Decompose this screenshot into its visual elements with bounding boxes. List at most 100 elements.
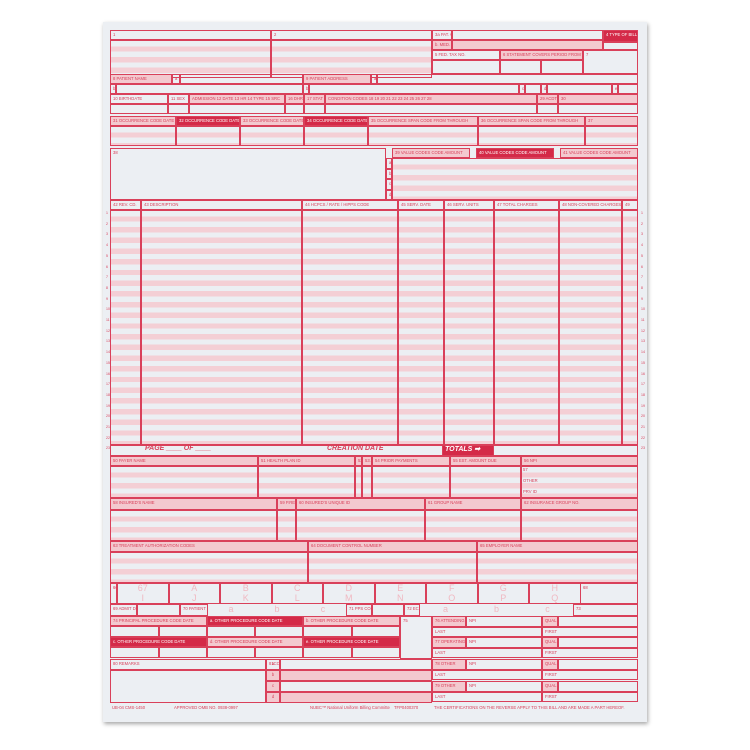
- input-f11[interactable]: [168, 104, 189, 114]
- service-col-f49[interactable]: [622, 210, 638, 445]
- input-f16[interactable]: [285, 104, 304, 114]
- input-f62[interactable]: [521, 510, 638, 541]
- input-f64[interactable]: [308, 552, 477, 583]
- line-number: 20: [641, 414, 645, 419]
- input-f32[interactable]: [176, 126, 240, 146]
- qual-input[interactable]: [558, 616, 638, 627]
- service-col-f44[interactable]: [302, 210, 398, 445]
- procedure-date-input[interactable]: [255, 647, 303, 658]
- field-f74a: a. OTHER PROCEDURE CODE DATE: [207, 616, 303, 626]
- dx-input[interactable]: [374, 583, 426, 604]
- service-col-f43[interactable]: [141, 210, 302, 445]
- procedure-code-input[interactable]: [303, 626, 352, 637]
- code-input[interactable]: [280, 659, 432, 670]
- qual-input[interactable]: [558, 659, 638, 670]
- address-input[interactable]: [377, 74, 638, 84]
- input-f35[interactable]: [368, 126, 478, 146]
- medical-record-input[interactable]: [452, 40, 603, 50]
- procedure-code-input[interactable]: [110, 626, 159, 637]
- field-f34: 34 OCCURRENCE CODE DATE: [304, 116, 368, 126]
- input-f56[interactable]: [521, 466, 638, 498]
- dx-input[interactable]: [477, 583, 529, 604]
- through-input[interactable]: [541, 60, 583, 74]
- input-f33[interactable]: [240, 126, 304, 146]
- code-input[interactable]: [280, 670, 432, 681]
- procedure-date-input[interactable]: [351, 647, 400, 658]
- field-5-label: 5 FED. TAX NO.: [432, 50, 500, 60]
- input-f29[interactable]: [537, 104, 558, 114]
- field-f74d: d. OTHER PROCEDURE CODE DATE: [207, 637, 303, 647]
- code-input[interactable]: [280, 692, 432, 703]
- input-f61[interactable]: [425, 510, 521, 541]
- service-col-f45[interactable]: [398, 210, 444, 445]
- procedure-code-input[interactable]: [207, 626, 255, 637]
- input-f18[interactable]: [325, 104, 537, 114]
- field-4-type-of-bill: 4 TYPE OF BILL: [603, 30, 638, 42]
- state-input[interactable]: [525, 84, 541, 94]
- qual-input[interactable]: [558, 637, 638, 648]
- service-col-f48[interactable]: [559, 210, 622, 445]
- field-f64: 64 DOCUMENT CONTROL NUMBER: [308, 541, 477, 552]
- patient-name-b-input[interactable]: [116, 84, 303, 94]
- line-number: 22: [106, 435, 110, 440]
- provider-input[interactable]: [110, 40, 271, 78]
- procedure-code-input[interactable]: [303, 647, 352, 658]
- pay-to-input[interactable]: [271, 40, 432, 78]
- fed-tax-input[interactable]: [432, 60, 500, 74]
- dx-input[interactable]: [426, 583, 478, 604]
- qual-input[interactable]: [558, 681, 638, 692]
- procedure-code-input[interactable]: [110, 647, 159, 658]
- qual-label: QUAL: [542, 637, 558, 648]
- input-f34[interactable]: [304, 126, 368, 146]
- procedure-date-input[interactable]: [158, 647, 207, 658]
- input-f59[interactable]: [277, 510, 296, 541]
- input-f54[interactable]: [372, 466, 450, 498]
- value-codes-input[interactable]: [392, 158, 638, 200]
- pps-input[interactable]: [372, 604, 404, 616]
- line-number: 4: [641, 243, 643, 248]
- input-f51[interactable]: [258, 466, 355, 498]
- from-input[interactable]: [500, 60, 541, 74]
- input-f60[interactable]: [296, 510, 425, 541]
- dx-input[interactable]: [117, 583, 169, 604]
- input-f50[interactable]: [110, 466, 258, 498]
- dx-input[interactable]: [220, 583, 272, 604]
- address-b-input[interactable]: [309, 84, 519, 94]
- patient-control-input[interactable]: [452, 30, 603, 40]
- input-f53[interactable]: [362, 466, 372, 498]
- input-f17[interactable]: [304, 104, 325, 114]
- procedure-date-input[interactable]: [158, 626, 207, 637]
- qual-label: QUAL: [542, 681, 558, 692]
- input-f36[interactable]: [478, 126, 585, 146]
- field-f46: 46 SERV. UNITS: [444, 200, 494, 210]
- input-f63[interactable]: [110, 552, 308, 583]
- code-input[interactable]: [280, 681, 432, 692]
- input-f30[interactable]: [558, 104, 638, 114]
- zip-input[interactable]: [547, 84, 612, 94]
- service-col-f47[interactable]: [494, 210, 559, 445]
- procedure-code-input[interactable]: [207, 647, 255, 658]
- input-f58[interactable]: [110, 510, 277, 541]
- dx-input[interactable]: [271, 583, 323, 604]
- dx-input[interactable]: [168, 583, 220, 604]
- input-f65[interactable]: [477, 552, 638, 583]
- input-f31[interactable]: [110, 126, 176, 146]
- remarks-input[interactable]: [110, 670, 266, 703]
- service-col-f46[interactable]: [444, 210, 494, 445]
- input-f12[interactable]: [189, 104, 285, 114]
- input-f10[interactable]: [110, 104, 168, 114]
- procedure-date-input[interactable]: [351, 626, 400, 637]
- input-f37[interactable]: [585, 126, 638, 146]
- dx-letter: E: [397, 583, 404, 593]
- input-f52[interactable]: [355, 466, 362, 498]
- input-f55[interactable]: [450, 466, 521, 498]
- patient-name-input[interactable]: [180, 74, 303, 84]
- country-input[interactable]: [618, 84, 638, 94]
- procedure-date-input[interactable]: [255, 626, 303, 637]
- service-col-f42[interactable]: [110, 210, 141, 445]
- type-of-bill-input[interactable]: [603, 42, 638, 50]
- field-8a: a: [172, 74, 180, 84]
- dx-input[interactable]: [323, 583, 375, 604]
- field-f39: 39 VALUE CODES CODE AMOUNT: [392, 148, 470, 158]
- admit-dx-input[interactable]: [137, 604, 180, 616]
